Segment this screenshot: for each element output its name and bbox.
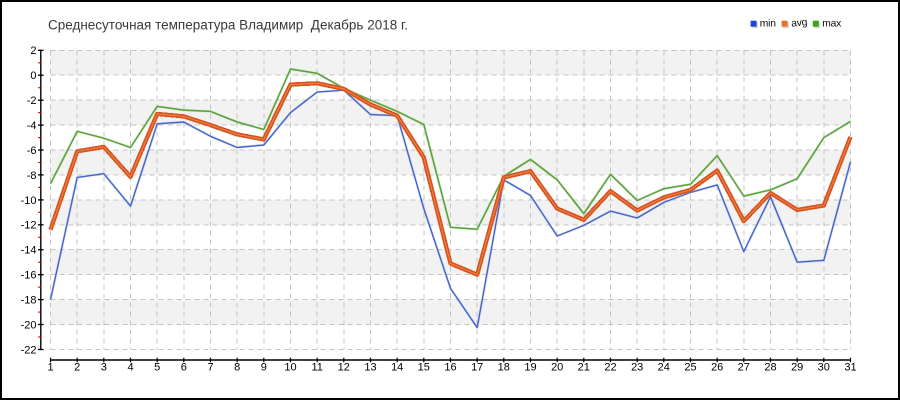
svg-text:2: 2 <box>74 362 80 374</box>
svg-text:11: 11 <box>311 362 322 374</box>
svg-text:-22: -22 <box>21 344 37 356</box>
svg-text:26: 26 <box>711 362 723 374</box>
svg-text:7: 7 <box>207 362 213 374</box>
svg-text:-8: -8 <box>27 170 37 182</box>
svg-text:15: 15 <box>418 362 430 374</box>
svg-text:23: 23 <box>631 362 643 374</box>
svg-text:17: 17 <box>471 362 483 374</box>
svg-text:9: 9 <box>261 362 267 374</box>
svg-text:22: 22 <box>604 362 616 374</box>
svg-text:-4: -4 <box>27 120 37 132</box>
svg-text:Среднесуточная температура Вла: Среднесуточная температура Владимир Дека… <box>48 18 408 33</box>
svg-text:-12: -12 <box>21 220 37 232</box>
svg-text:28: 28 <box>764 362 776 374</box>
svg-text:2: 2 <box>30 45 36 57</box>
svg-text:-18: -18 <box>21 295 37 307</box>
svg-text:-14: -14 <box>21 245 37 257</box>
svg-text:0: 0 <box>30 70 36 82</box>
svg-text:19: 19 <box>524 362 536 374</box>
svg-text:10: 10 <box>284 362 296 374</box>
svg-text:31: 31 <box>844 362 856 374</box>
svg-text:4: 4 <box>127 362 133 374</box>
svg-text:29: 29 <box>791 362 803 374</box>
svg-text:30: 30 <box>818 362 830 374</box>
svg-text:20: 20 <box>551 362 563 374</box>
svg-text:24: 24 <box>658 362 670 374</box>
svg-text:-2: -2 <box>27 95 37 107</box>
svg-text:max: max <box>822 19 842 30</box>
svg-text:5: 5 <box>154 362 160 374</box>
svg-text:6: 6 <box>181 362 187 374</box>
svg-text:14: 14 <box>391 362 403 374</box>
svg-text:1: 1 <box>47 362 53 374</box>
svg-text:avg: avg <box>791 17 808 29</box>
svg-text:27: 27 <box>738 362 750 374</box>
svg-text:8: 8 <box>234 362 240 374</box>
svg-text:25: 25 <box>684 362 696 374</box>
svg-text:-16: -16 <box>21 270 37 282</box>
svg-text:16: 16 <box>444 362 456 374</box>
svg-text:-20: -20 <box>21 319 37 331</box>
svg-text:-6: -6 <box>27 145 37 157</box>
svg-text:21: 21 <box>578 362 590 374</box>
svg-text:3: 3 <box>101 362 107 374</box>
svg-text:min: min <box>760 19 776 30</box>
svg-text:12: 12 <box>338 362 350 374</box>
svg-text:13: 13 <box>364 362 376 374</box>
svg-text:18: 18 <box>498 362 510 374</box>
svg-text:-10: -10 <box>21 195 37 207</box>
